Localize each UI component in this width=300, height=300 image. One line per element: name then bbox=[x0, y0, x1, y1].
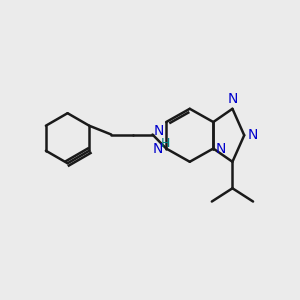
Text: H: H bbox=[161, 137, 170, 150]
Text: N: N bbox=[152, 142, 163, 155]
Text: N: N bbox=[154, 124, 164, 138]
Text: N: N bbox=[247, 128, 257, 142]
Text: N: N bbox=[227, 92, 238, 106]
Text: N: N bbox=[216, 142, 226, 155]
